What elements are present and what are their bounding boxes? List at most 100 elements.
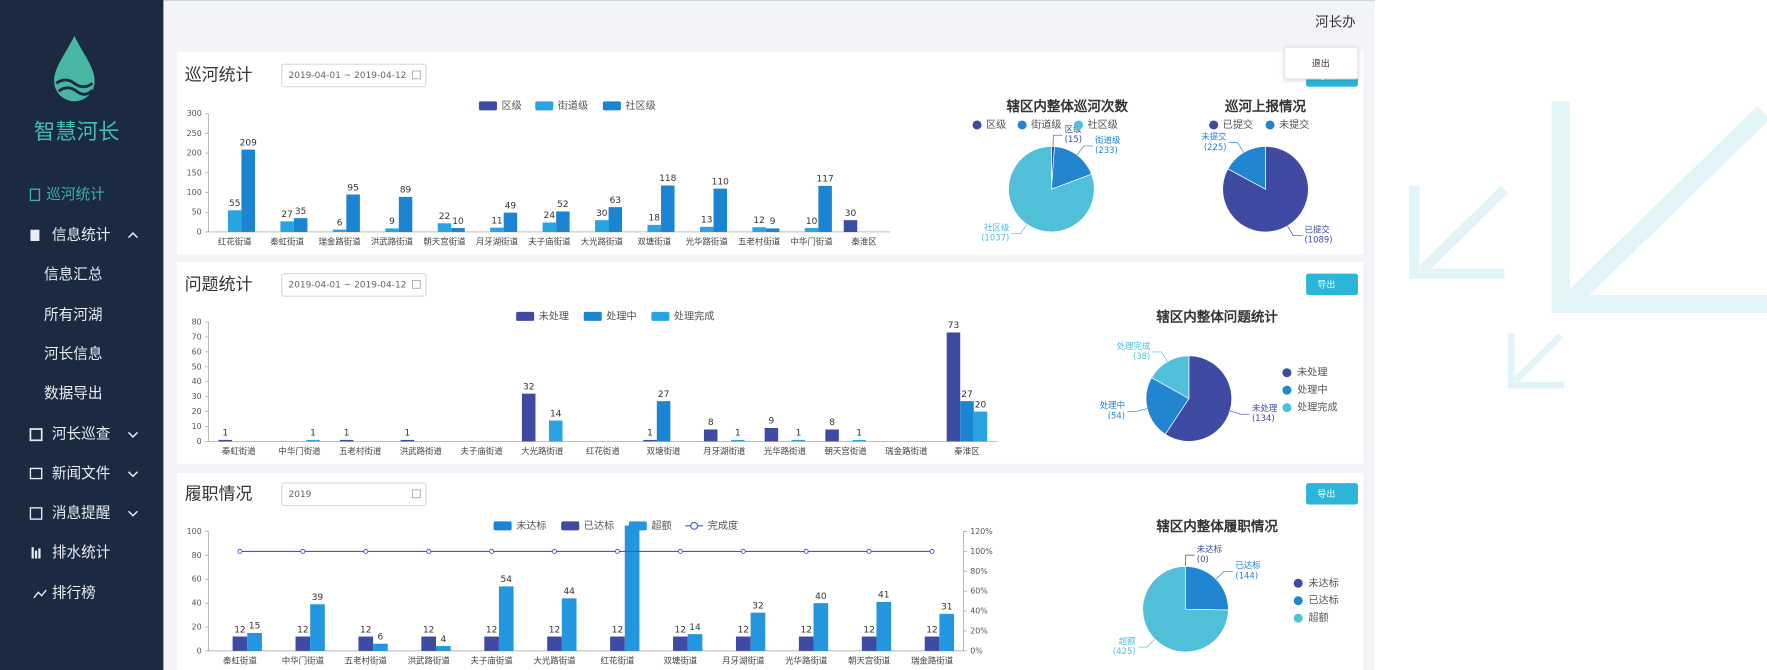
legend-item[interactable]: 区级	[478, 100, 522, 112]
y-tick-label: 250	[187, 129, 202, 138]
bar-value-label: 8	[708, 418, 714, 428]
user-name[interactable]: 河长办	[1315, 15, 1356, 31]
bar-value-label: 32	[523, 382, 534, 392]
pie-slice	[1227, 146, 1266, 190]
pie-slice	[1145, 377, 1190, 435]
y-tick-label: 150	[187, 168, 202, 177]
legend-item[interactable]: 超额	[1293, 611, 1329, 624]
date-picker[interactable]: 2019	[281, 482, 427, 507]
export-button[interactable]: 导出	[1306, 483, 1358, 505]
x-tick-label: 秦虹街道	[270, 237, 304, 247]
menu-item[interactable]: 数据导出	[44, 385, 103, 402]
legend-dot	[1209, 120, 1219, 130]
slice-label: 处理中	[1100, 400, 1125, 410]
x-tick-label: 洪武路街道	[371, 237, 414, 247]
bar	[293, 218, 308, 232]
legend-item[interactable]: 处理中	[1282, 383, 1327, 396]
legend-item[interactable]: 处理完成	[1282, 401, 1338, 414]
date-text: 2019	[288, 490, 311, 500]
menu-item[interactable]: 巡河统计	[46, 186, 105, 203]
legend-label: 街道级	[558, 99, 588, 112]
y-tick-label: 100	[187, 527, 202, 536]
bar-value-label: 63	[610, 196, 621, 206]
bar	[946, 332, 961, 442]
logout-popup[interactable]: 退出	[1284, 46, 1359, 80]
bar-value-label: 49	[505, 201, 517, 211]
date-picker[interactable]: 2019-04-01 ~ 2019-04-12	[281, 273, 427, 297]
menu-item[interactable]: 新闻文件	[52, 465, 111, 482]
bar	[791, 439, 806, 442]
menu-item[interactable]: 所有河湖	[44, 306, 103, 323]
menu-item[interactable]: 河长信息	[44, 346, 103, 363]
bar	[339, 439, 354, 442]
menu-item[interactable]: 河长巡查	[52, 426, 111, 443]
y-tick-label: 30	[192, 392, 202, 401]
label-line	[1185, 554, 1195, 567]
legend-item[interactable]: 已达标	[1293, 595, 1339, 607]
bar-value-label: 24	[544, 211, 556, 221]
slice-label: 街道级	[1095, 135, 1121, 145]
legend-item[interactable]: 未处理	[1282, 367, 1327, 379]
legend-item[interactable]: 区级	[972, 119, 1007, 131]
x-tick-label: 红花街道	[586, 446, 620, 456]
slice-value: (38)	[1133, 351, 1150, 361]
legend-dot	[1265, 120, 1275, 130]
y2-tick-label: 120%	[970, 527, 993, 536]
x-tick-label: 中华门街道	[278, 446, 321, 456]
legend-dot	[1282, 385, 1292, 395]
bar-value-label: 9	[769, 417, 775, 427]
y-tick-label: 100	[187, 188, 202, 197]
bar	[247, 632, 262, 651]
menu-item[interactable]: 信息统计	[52, 226, 111, 243]
x-tick-label: 双塘街道	[647, 446, 681, 456]
bar	[332, 229, 347, 232]
label-line	[1287, 225, 1303, 236]
legend-item[interactable]: 处理完成	[651, 309, 714, 322]
bar-value-label: 1	[344, 429, 350, 439]
legend-item[interactable]: 未达标	[493, 520, 547, 532]
legend-label: 未处理	[1297, 367, 1327, 379]
bar-value-label: 117	[817, 175, 834, 185]
legend-item[interactable]: 未提交	[1265, 118, 1310, 131]
bar	[227, 210, 242, 232]
bar-value-label: 12	[360, 625, 371, 635]
bar-value-label: 6	[337, 218, 343, 228]
legend-item[interactable]: 街道级	[535, 99, 588, 112]
x-tick-label: 红花街道	[218, 237, 252, 247]
x-tick-label: 中华门街道	[790, 237, 833, 247]
bar-value-label: 209	[240, 138, 257, 148]
export-button[interactable]: 导出	[1306, 273, 1358, 296]
label-line	[1076, 145, 1093, 156]
y-tick-label: 40	[192, 377, 202, 386]
slice-label: 区级	[1065, 124, 1082, 134]
menu-item[interactable]: 排水统计	[52, 544, 111, 561]
x-tick-label: 红花街道	[601, 655, 635, 665]
bar	[843, 220, 858, 232]
menu-item[interactable]: 信息汇总	[44, 266, 103, 283]
legend-swatch	[561, 521, 580, 531]
legend-item[interactable]: 已达标	[561, 520, 614, 532]
legend-item[interactable]: 已提交	[1209, 118, 1253, 131]
legend-item[interactable]: 超额	[628, 519, 672, 532]
legend-item[interactable]: 完成度	[685, 519, 738, 532]
legend-label: 超额	[1308, 611, 1328, 624]
legend-item[interactable]: 社区级	[1073, 118, 1118, 131]
bar-value-label: 1	[222, 429, 228, 439]
legend-item[interactable]: 街道级	[1017, 118, 1062, 131]
legend-swatch	[478, 101, 497, 111]
menu-item[interactable]: 排行榜	[52, 584, 96, 601]
legend-item[interactable]: 社区级	[602, 99, 656, 112]
legend-item[interactable]: 未达标	[1293, 577, 1339, 589]
menu-item[interactable]: 消息提醒	[52, 504, 111, 521]
legend-dot	[1293, 596, 1303, 606]
bar	[610, 636, 625, 651]
logout[interactable]: 退出	[1312, 58, 1330, 70]
bar	[861, 636, 877, 651]
legend-item[interactable]: 未处理	[516, 310, 569, 322]
bar-value-label: 20	[975, 400, 987, 410]
date-picker[interactable]: 2019-04-01 ~ 2019-04-12	[281, 63, 427, 88]
bar	[358, 636, 374, 651]
bar-value-label: 118	[659, 174, 676, 184]
legend-item[interactable]: 处理中	[583, 309, 637, 322]
